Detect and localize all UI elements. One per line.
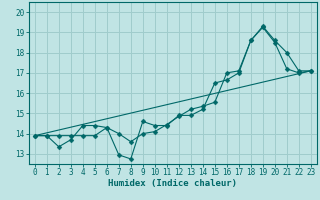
X-axis label: Humidex (Indice chaleur): Humidex (Indice chaleur) bbox=[108, 179, 237, 188]
